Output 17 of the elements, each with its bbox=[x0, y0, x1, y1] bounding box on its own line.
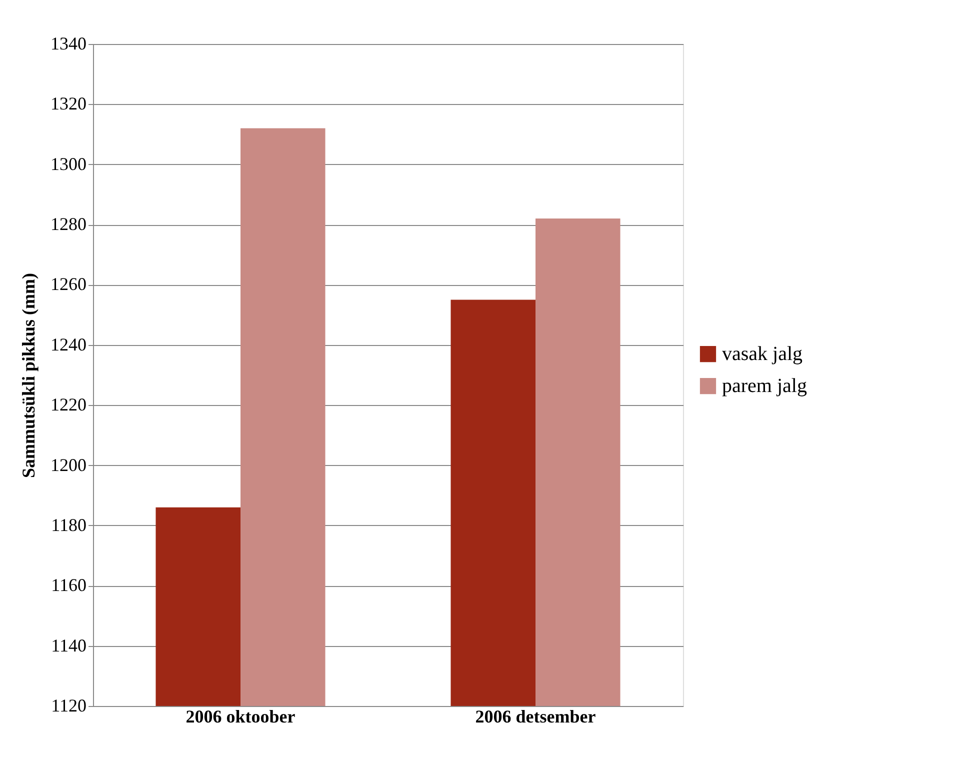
y-tick-label: 1200 bbox=[50, 454, 86, 475]
x-tick-label: 2006 detsember bbox=[475, 706, 596, 726]
legend-label: parem jalg bbox=[722, 375, 807, 397]
y-tick-label: 1340 bbox=[50, 34, 86, 54]
y-axis-title: Sammutsükli pikkus (mm) bbox=[18, 272, 38, 478]
y-tick-label: 1260 bbox=[50, 274, 86, 294]
y-tick-label: 1120 bbox=[51, 696, 86, 716]
y-tick-label: 1140 bbox=[51, 635, 86, 656]
y-tick-label: 1160 bbox=[51, 575, 86, 596]
y-tick-label: 1300 bbox=[50, 154, 86, 174]
y-tick-label: 1220 bbox=[50, 394, 86, 415]
y-tick-label: 1240 bbox=[50, 334, 86, 354]
legend-label: vasak jalg bbox=[722, 343, 803, 365]
y-tick-label: 1320 bbox=[50, 94, 86, 114]
y-tick-label: 1280 bbox=[50, 214, 86, 234]
y-tick-label: 1180 bbox=[51, 514, 86, 535]
x-tick-label: 2006 oktoober bbox=[186, 706, 296, 726]
